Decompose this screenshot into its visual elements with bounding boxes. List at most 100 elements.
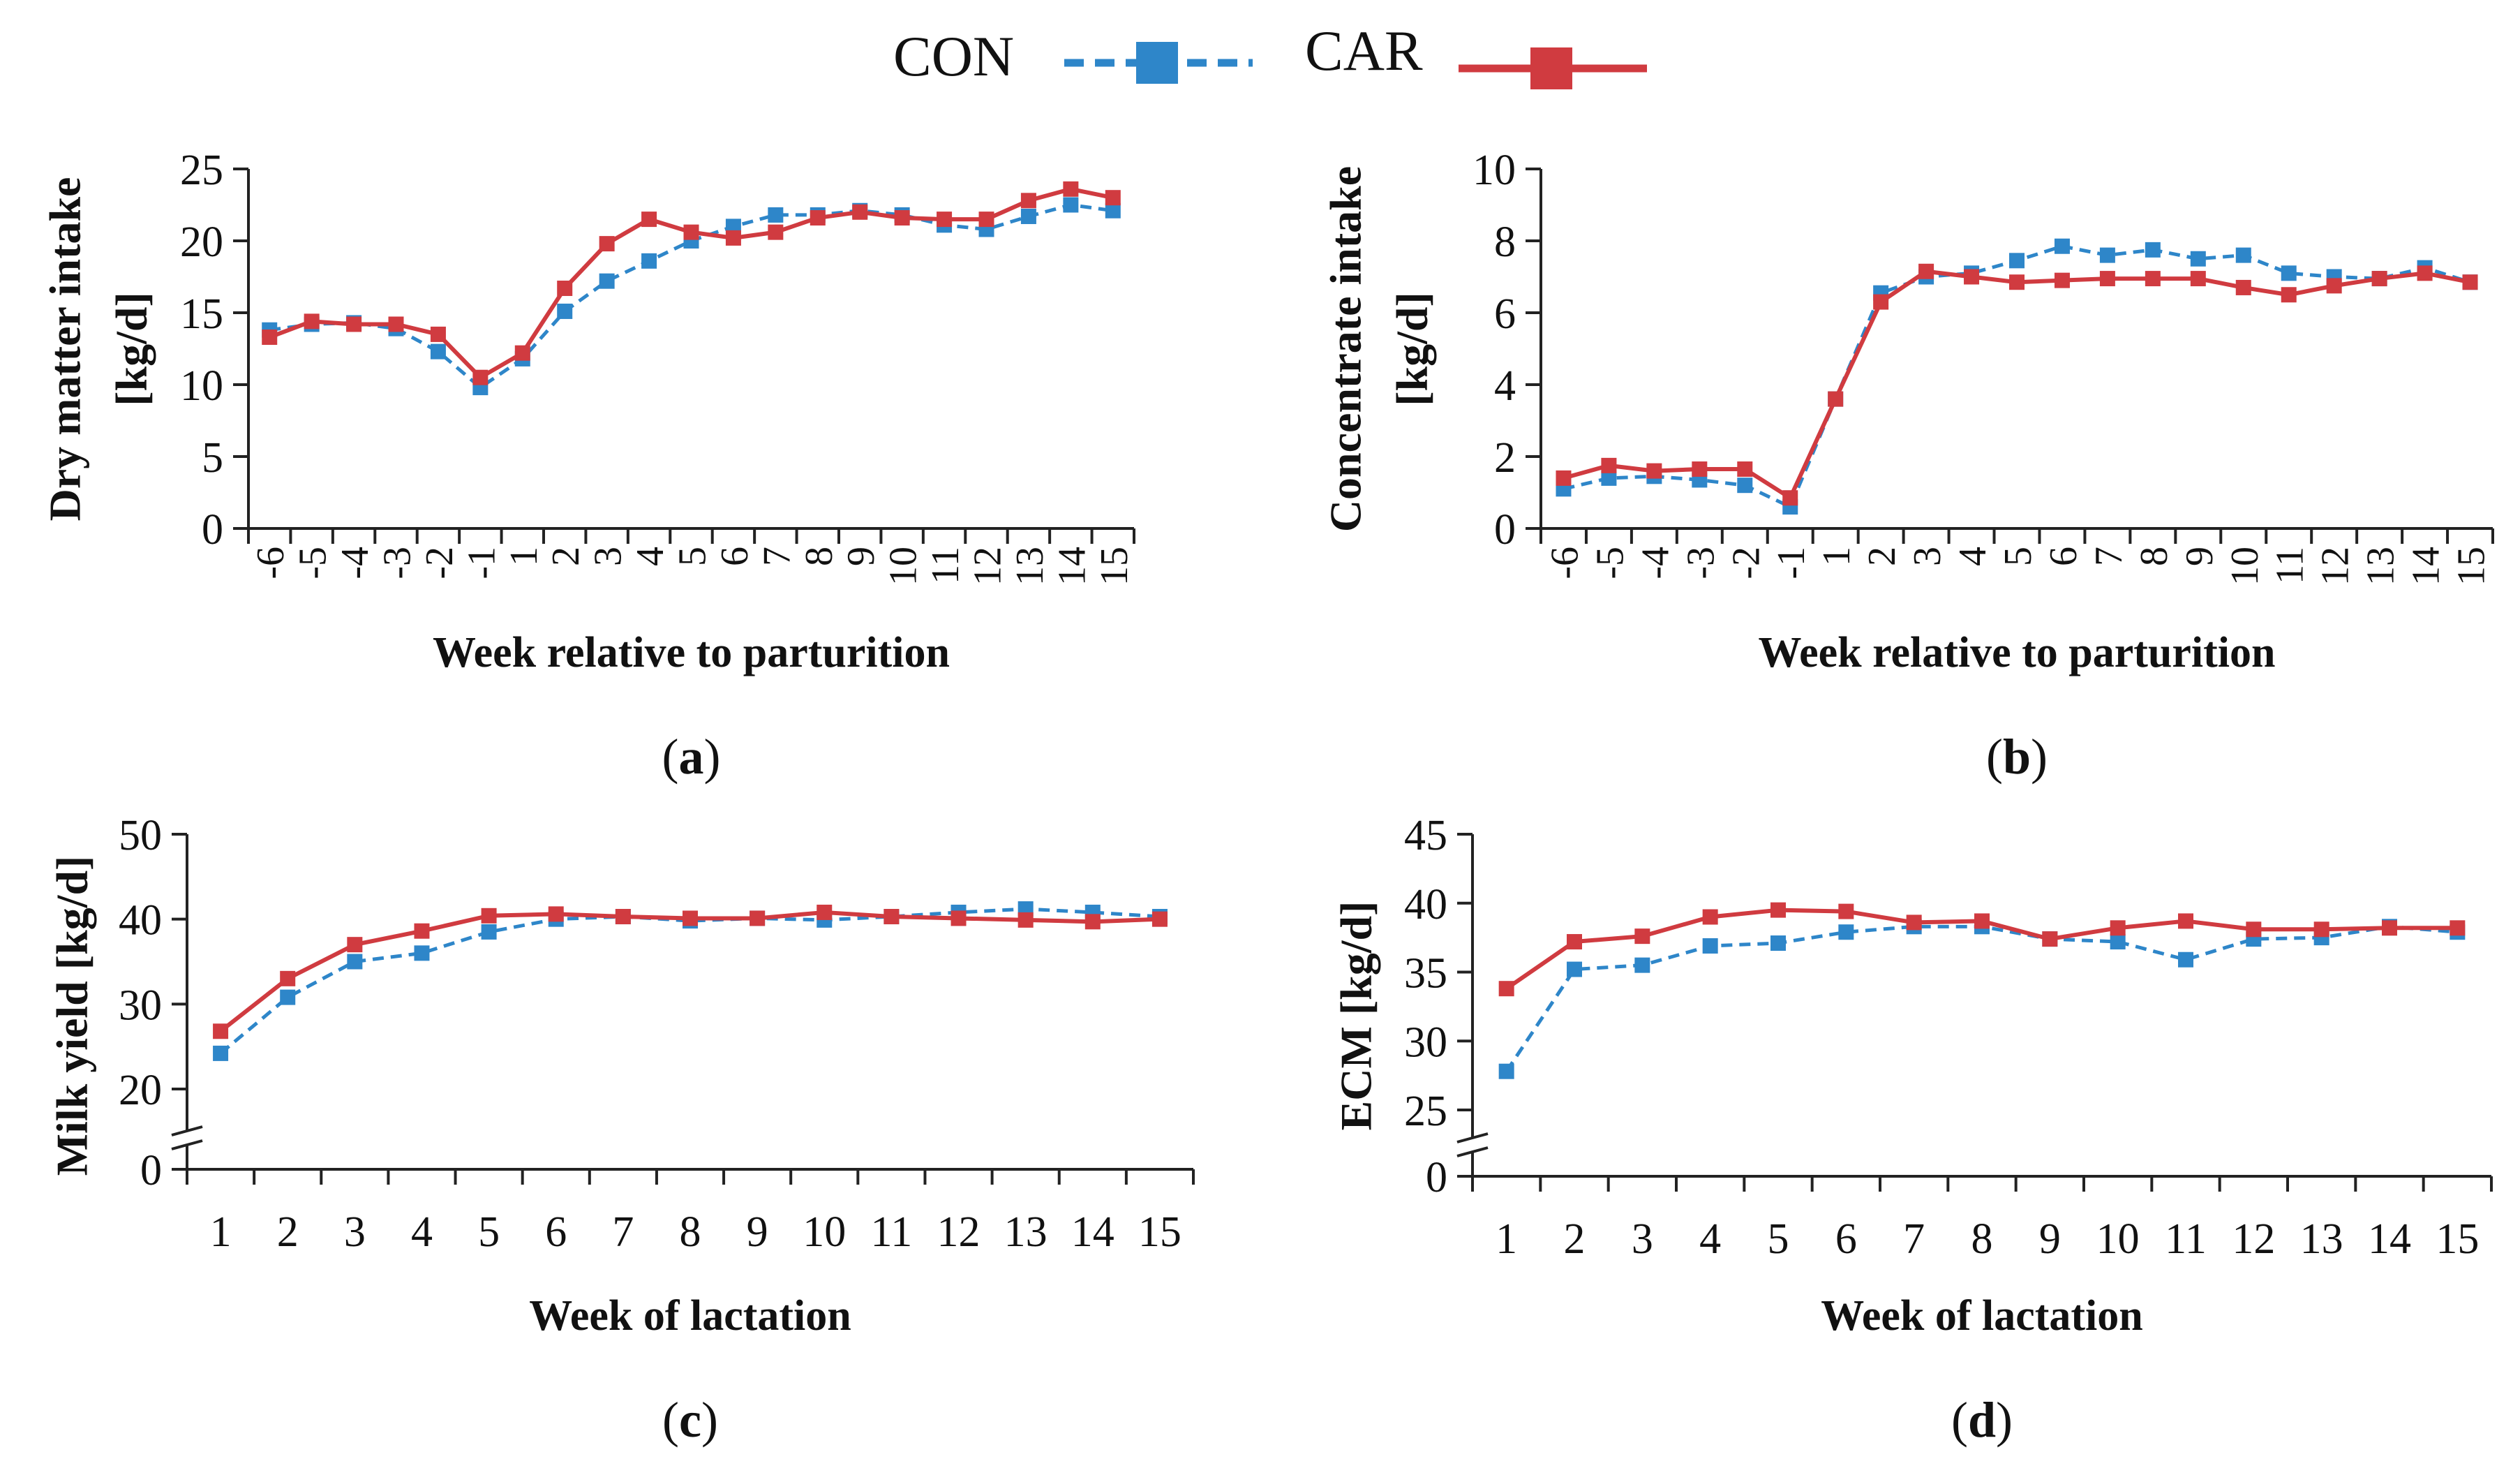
data-point-con <box>1770 935 1786 951</box>
y-tick-label: 4 <box>1494 362 1516 410</box>
data-point-car <box>2178 913 2193 929</box>
data-point-car <box>2281 287 2297 303</box>
x-tick-label: 13 <box>1004 1208 1047 1256</box>
data-point-con <box>1063 197 1079 213</box>
data-point-car <box>817 904 833 920</box>
data-point-car <box>599 236 615 252</box>
data-point-car <box>481 908 497 924</box>
data-point-car <box>2054 272 2070 288</box>
data-point-car <box>1906 914 1922 931</box>
x-tick-label: 7 <box>2087 547 2131 566</box>
data-point-car <box>514 345 530 361</box>
data-point-con <box>414 945 430 961</box>
data-point-car <box>852 204 868 220</box>
x-tick-label: 6 <box>713 547 756 566</box>
y-axis-title: Dry matter intake <box>40 177 90 521</box>
legend-entry-con: CON <box>893 14 1256 119</box>
x-tick-label: 7 <box>1903 1215 1925 1263</box>
data-point-car <box>1873 294 1889 310</box>
data-point-car <box>1634 928 1650 945</box>
x-tick-label: 9 <box>840 547 883 566</box>
x-tick-label: 4 <box>1699 1215 1721 1263</box>
x-tick-label: 11 <box>871 1208 913 1256</box>
y-tick-label: 25 <box>180 147 223 194</box>
data-point-car <box>750 910 766 926</box>
x-tick-label: 2 <box>277 1208 299 1256</box>
data-point-car <box>2246 921 2262 938</box>
data-point-car <box>2313 921 2329 938</box>
y-tick-label: 30 <box>119 982 162 1029</box>
y-tick-label: 0 <box>202 506 223 554</box>
data-point-con <box>2145 242 2161 258</box>
x-tick-label: 10 <box>2096 1215 2140 1263</box>
x-tick-label: -1 <box>1770 547 1813 579</box>
chart-panel-a: 0510152025-6-5-4-3-2-1123456789101112131… <box>40 147 1136 785</box>
data-point-con <box>430 343 446 360</box>
x-tick-label: 15 <box>2436 1215 2479 1263</box>
data-point-car <box>2417 265 2433 281</box>
data-point-con <box>557 303 573 319</box>
x-tick-label: -6 <box>249 547 292 579</box>
y-tick-label: 30 <box>1404 1019 1447 1066</box>
x-tick-label: -3 <box>1679 547 1722 579</box>
data-point-car <box>2145 271 2161 287</box>
data-point-con <box>1634 957 1650 973</box>
data-point-car <box>894 210 910 226</box>
data-point-car <box>1702 909 1718 925</box>
data-point-car <box>213 1023 229 1039</box>
legend-label-car: CAR <box>1305 19 1423 82</box>
y-axis-title: ECM [kg/d] <box>1332 901 1381 1131</box>
data-point-car <box>1918 263 1934 279</box>
x-tick-label: 11 <box>924 547 967 584</box>
x-axis-title: Week relative to parturition <box>433 629 950 676</box>
x-tick-label: 10 <box>2223 547 2267 586</box>
x-tick-label: 13 <box>2359 547 2403 586</box>
x-tick-label: 11 <box>2165 1215 2207 1263</box>
data-point-car <box>1838 903 1854 919</box>
series-line-con <box>219 907 1161 1055</box>
legend-marker-con <box>1136 42 1178 84</box>
data-point-car <box>304 313 320 329</box>
y-tick-label: 25 <box>1404 1088 1447 1135</box>
x-tick-label: 5 <box>671 547 715 566</box>
data-point-con <box>2235 247 2251 263</box>
x-tick-label: 14 <box>2368 1215 2411 1263</box>
x-tick-label: 15 <box>1093 547 1136 586</box>
panel-paren: ) <box>2031 729 2048 785</box>
data-point-car <box>1737 461 1753 477</box>
x-tick-label: 12 <box>2314 547 2357 586</box>
data-point-con <box>2110 934 2126 950</box>
data-point-car <box>262 329 278 346</box>
axis-break-mark <box>171 1125 203 1136</box>
x-tick-label: 7 <box>612 1208 634 1256</box>
data-point-con <box>347 954 363 970</box>
data-point-con <box>1838 924 1854 940</box>
x-axis-title: Week of lactation <box>1821 1292 2143 1340</box>
data-point-car <box>1692 461 1708 477</box>
data-point-car <box>2009 274 2025 290</box>
x-tick-label: 7 <box>755 547 798 566</box>
data-point-car <box>1151 911 1168 927</box>
y-tick-label: 40 <box>119 897 162 945</box>
x-tick-label: 8 <box>2133 547 2176 566</box>
x-tick-label: -5 <box>1588 547 1632 579</box>
x-tick-label: -5 <box>292 547 335 579</box>
y-tick-label-zero: 0 <box>140 1147 162 1194</box>
x-tick-label: 3 <box>344 1208 366 1256</box>
y-tick-label: 10 <box>1473 147 1516 194</box>
x-tick-label: 9 <box>2039 1215 2061 1263</box>
data-point-car <box>388 316 404 332</box>
x-tick-label: 9 <box>2178 547 2221 566</box>
x-tick-label: 2 <box>1861 547 1904 566</box>
x-tick-label: -4 <box>334 547 377 579</box>
x-tick-label: 2 <box>1564 1215 1586 1263</box>
y-tick-label: 8 <box>1494 219 1516 266</box>
legend-swatch-car <box>1459 47 1647 89</box>
x-tick-label: 1 <box>1496 1215 1517 1263</box>
x-tick-label: 13 <box>1008 547 1052 586</box>
panel-letter: d <box>1968 1392 1996 1448</box>
data-point-con <box>1105 202 1121 219</box>
x-tick-label: -2 <box>418 547 461 579</box>
